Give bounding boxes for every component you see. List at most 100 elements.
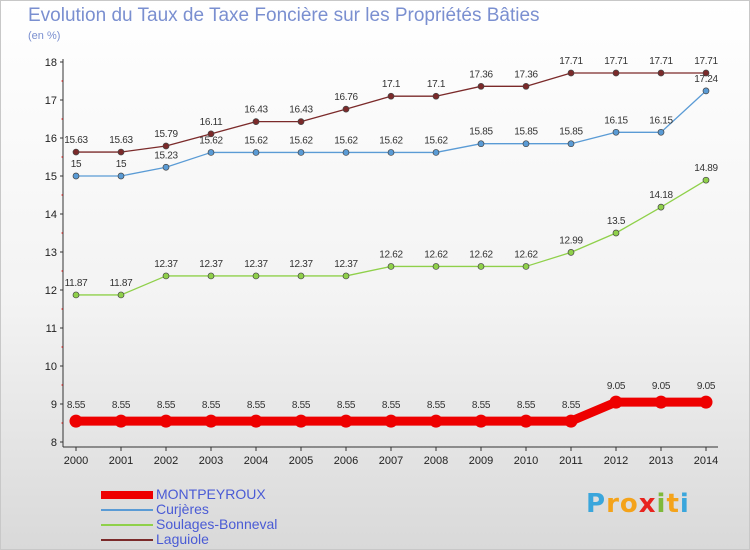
logo-letter: o	[619, 489, 639, 519]
data-point-laguiole	[342, 105, 350, 113]
data-label-laguiole: 17.1	[427, 79, 446, 90]
x-tick-label: 2000	[64, 455, 88, 467]
data-point-laguiole	[432, 92, 440, 100]
y-tick-label: 15	[45, 171, 57, 183]
data-point-laguiole	[162, 142, 170, 150]
y-tick-label: 9	[51, 399, 57, 411]
data-point-curj-res	[207, 149, 215, 156]
y-tick-label: 17	[45, 95, 57, 107]
data-point-montpeyroux	[609, 395, 623, 409]
data-point-laguiole	[657, 69, 665, 77]
data-label-montpeyroux: 8.55	[427, 400, 446, 411]
data-label-laguiole: 17.71	[604, 56, 628, 67]
data-point-montpeyroux	[294, 414, 308, 428]
data-point-montpeyroux	[339, 414, 353, 428]
data-label-curj-res: 15.62	[199, 135, 223, 146]
y-tick-label: 18	[45, 57, 57, 69]
data-label-soulages-bonneval: 12.37	[199, 259, 223, 270]
data-point-curj-res	[342, 149, 350, 156]
data-point-soulages-bonneval	[702, 176, 710, 184]
data-point-montpeyroux	[159, 414, 173, 428]
data-label-soulages-bonneval: 12.37	[154, 259, 178, 270]
data-label-curj-res: 15.85	[559, 127, 583, 138]
data-point-curj-res	[567, 140, 575, 148]
data-point-soulages-bonneval	[477, 263, 485, 270]
data-point-soulages-bonneval	[657, 203, 665, 211]
data-point-soulages-bonneval	[522, 263, 530, 270]
data-point-curj-res	[72, 172, 80, 180]
y-tick-label: 10	[45, 361, 57, 373]
data-point-soulages-bonneval	[297, 272, 305, 280]
data-point-montpeyroux	[114, 414, 128, 428]
data-label-soulages-bonneval: 12.62	[379, 249, 403, 260]
data-label-montpeyroux: 8.55	[517, 400, 536, 411]
data-label-montpeyroux: 9.05	[697, 381, 716, 392]
data-point-soulages-bonneval	[162, 272, 170, 280]
data-label-montpeyroux: 8.55	[247, 400, 266, 411]
x-tick-label: 2014	[694, 455, 718, 467]
y-tick-label: 8	[51, 437, 57, 449]
data-label-laguiole: 15.79	[154, 129, 178, 140]
data-label-montpeyroux: 8.55	[112, 400, 131, 411]
data-label-soulages-bonneval: 12.37	[334, 259, 358, 270]
data-label-montpeyroux: 8.55	[382, 400, 401, 411]
proxiti-logo: Proxiti	[586, 489, 690, 519]
data-label-soulages-bonneval: 13.5	[607, 216, 626, 227]
data-label-laguiole: 17.36	[514, 69, 538, 80]
data-label-montpeyroux: 9.05	[607, 381, 626, 392]
legend-label: Soulages-Bonneval	[156, 516, 278, 532]
data-point-soulages-bonneval	[252, 272, 260, 280]
x-tick-label: 2006	[334, 455, 358, 467]
data-point-curj-res	[657, 128, 665, 136]
data-point-montpeyroux	[699, 395, 713, 409]
data-point-soulages-bonneval	[432, 263, 440, 270]
legend-label: Laguiole	[156, 531, 209, 547]
data-label-montpeyroux: 8.55	[337, 400, 356, 411]
data-label-laguiole: 15.63	[109, 135, 133, 146]
data-point-curj-res	[702, 87, 710, 95]
data-label-curj-res: 15.62	[334, 135, 358, 146]
data-label-laguiole: 17.71	[559, 56, 583, 67]
data-label-soulages-bonneval: 12.37	[289, 259, 313, 270]
data-label-montpeyroux: 8.55	[67, 400, 86, 411]
data-point-curj-res	[432, 149, 440, 156]
data-point-curj-res	[117, 172, 125, 180]
data-label-curj-res: 16.15	[649, 115, 673, 126]
data-label-laguiole: 17.36	[469, 69, 493, 80]
data-label-laguiole: 15.63	[64, 135, 88, 146]
data-point-montpeyroux	[474, 414, 488, 428]
data-label-soulages-bonneval: 12.62	[424, 249, 448, 260]
x-tick-label: 2012	[604, 455, 628, 467]
data-label-soulages-bonneval: 12.37	[244, 259, 268, 270]
data-label-laguiole: 16.43	[289, 105, 313, 116]
data-label-curj-res: 15.62	[379, 135, 403, 146]
data-label-montpeyroux: 8.55	[562, 400, 581, 411]
legend-swatch	[101, 524, 153, 526]
chart-subtitle: (en %)	[28, 30, 61, 42]
data-point-laguiole	[117, 148, 125, 156]
data-label-soulages-bonneval: 11.87	[65, 278, 89, 289]
data-point-soulages-bonneval	[612, 229, 620, 237]
data-label-montpeyroux: 9.05	[652, 381, 671, 392]
data-label-laguiole: 16.76	[334, 92, 358, 103]
x-tick-label: 2004	[244, 455, 268, 467]
data-label-laguiole: 16.43	[244, 105, 268, 116]
legend-label: Curjères	[156, 501, 209, 517]
data-label-laguiole: 17.71	[694, 56, 718, 67]
legend-label: MONTPEYROUX	[156, 486, 266, 502]
data-point-laguiole	[207, 130, 215, 138]
data-point-laguiole	[72, 148, 80, 156]
data-point-laguiole	[252, 118, 260, 126]
data-point-laguiole	[477, 82, 485, 90]
logo-letter: i	[679, 489, 690, 519]
x-tick-label: 2002	[154, 455, 178, 467]
data-point-montpeyroux	[564, 414, 578, 428]
data-point-montpeyroux	[429, 414, 443, 428]
data-point-curj-res	[297, 149, 305, 156]
data-label-curj-res: 15	[71, 159, 82, 170]
x-tick-label: 2007	[379, 455, 403, 467]
data-point-soulages-bonneval	[72, 291, 80, 299]
x-tick-label: 2001	[109, 455, 133, 467]
y-tick-label: 11	[46, 323, 57, 335]
